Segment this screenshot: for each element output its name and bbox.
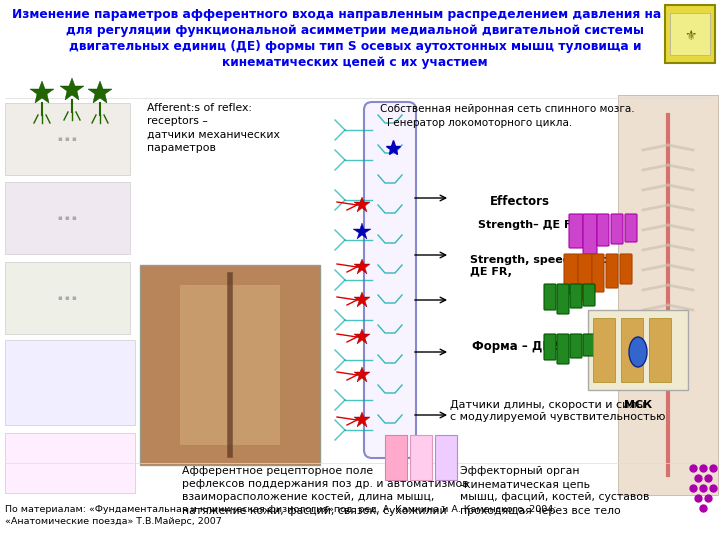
Bar — [621, 318, 643, 382]
Text: кинематических цепей с их участием: кинематических цепей с их участием — [222, 56, 488, 69]
FancyBboxPatch shape — [583, 214, 597, 254]
FancyBboxPatch shape — [606, 254, 618, 288]
FancyBboxPatch shape — [557, 334, 569, 364]
Text: Форма – ДЕ S: Форма – ДЕ S — [472, 340, 563, 353]
Text: ⚜: ⚜ — [684, 29, 696, 43]
Text: Генератор локомоторного цикла.: Генератор локомоторного цикла. — [387, 118, 572, 128]
FancyBboxPatch shape — [611, 214, 623, 244]
Text: двигательных единиц (ДЕ) формы тип S осевых аутохтонных мышц туловища и: двигательных единиц (ДЕ) формы тип S осе… — [68, 40, 642, 53]
Text: По материалам: «Фундаментальная и клиническая физиология»под  ред. А. Камкина и : По материалам: «Фундаментальная и клинич… — [5, 505, 557, 514]
Text: Собственная нейронная сеть спинного мозга.: Собственная нейронная сеть спинного мозг… — [380, 104, 634, 114]
FancyBboxPatch shape — [583, 334, 595, 356]
Text: МСК: МСК — [624, 400, 652, 410]
Bar — [593, 318, 615, 382]
FancyBboxPatch shape — [592, 254, 604, 292]
Text: ▪ ▪ ▪: ▪ ▪ ▪ — [58, 136, 76, 142]
FancyBboxPatch shape — [570, 284, 582, 308]
Text: для регуляции функциональной асимметрии медиальной двигательной системы: для регуляции функциональной асимметрии … — [66, 24, 644, 37]
Text: Afferent:s of reflex:
receptors –
датчики механических
параметров: Afferent:s of reflex: receptors – датчик… — [147, 103, 280, 153]
FancyBboxPatch shape — [544, 334, 556, 360]
Text: «Анатомические поезда» Т.В.Майерс, 2007: «Анатомические поезда» Т.В.Майерс, 2007 — [5, 517, 222, 526]
Bar — [410, 435, 432, 480]
FancyBboxPatch shape — [557, 284, 569, 314]
Text: Датчики длины, скорости и силы
с модулируемой чувствительностью: Датчики длины, скорости и силы с модулир… — [450, 400, 665, 422]
Bar — [588, 310, 688, 390]
Text: Effectors: Effectors — [490, 195, 550, 208]
FancyBboxPatch shape — [670, 13, 710, 55]
Text: Афферентное рецепторное поле
рефлексов поддержания поз др. и автоматизмов
взаимо: Афферентное рецепторное поле рефлексов п… — [182, 466, 469, 516]
Bar — [140, 265, 320, 465]
Bar — [5, 182, 130, 254]
Bar — [649, 318, 671, 382]
FancyBboxPatch shape — [665, 5, 715, 63]
Bar — [5, 433, 135, 493]
Bar — [435, 435, 457, 480]
Bar — [5, 103, 130, 175]
FancyBboxPatch shape — [583, 284, 595, 306]
Bar — [180, 285, 280, 445]
Bar — [385, 435, 407, 480]
FancyBboxPatch shape — [597, 214, 609, 246]
FancyBboxPatch shape — [625, 214, 637, 242]
Text: Эффекторный орган
-кинематическая цепь
мышц, фасций, костей, суставов
проходящая: Эффекторный орган -кинематическая цепь м… — [460, 466, 649, 516]
FancyBboxPatch shape — [544, 284, 556, 310]
FancyBboxPatch shape — [564, 254, 578, 294]
FancyBboxPatch shape — [364, 102, 416, 458]
Text: ▪ ▪ ▪: ▪ ▪ ▪ — [58, 295, 76, 301]
Text: Strength– ДЕ FF: Strength– ДЕ FF — [478, 220, 579, 230]
Text: Strength, speed, shape –
ДЕ FR,: Strength, speed, shape – ДЕ FR, — [470, 255, 626, 276]
Bar — [5, 262, 130, 334]
FancyBboxPatch shape — [578, 254, 592, 300]
Ellipse shape — [629, 337, 647, 367]
FancyBboxPatch shape — [570, 334, 582, 358]
Text: Изменение параметров афферентного входа направленным распределением давления на : Изменение параметров афферентного входа … — [12, 8, 698, 21]
Bar — [5, 340, 135, 425]
FancyBboxPatch shape — [620, 254, 632, 284]
Text: ▪ ▪ ▪: ▪ ▪ ▪ — [58, 215, 76, 221]
Bar — [618, 95, 718, 495]
FancyBboxPatch shape — [569, 214, 583, 248]
